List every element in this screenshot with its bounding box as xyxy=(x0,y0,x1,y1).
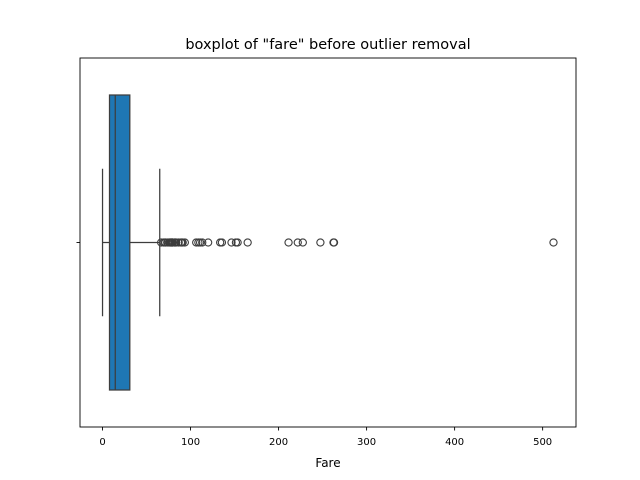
outlier-point xyxy=(217,238,227,247)
outlier-point xyxy=(227,238,236,247)
outlier-point xyxy=(192,238,201,247)
x-tick-label: 500 xyxy=(533,437,552,448)
outlier-point xyxy=(195,238,205,247)
x-axis-label: Fare xyxy=(315,456,340,470)
x-tick-label: 100 xyxy=(181,437,200,448)
outlier-point xyxy=(204,238,213,247)
outlier-point xyxy=(178,238,187,247)
outlier-point xyxy=(298,238,307,247)
outlier-point xyxy=(180,238,189,247)
chart-title: boxplot of "fare" before outlier removal xyxy=(185,37,470,53)
outlier-point xyxy=(293,238,302,247)
outlier-point xyxy=(198,238,207,247)
x-tick-label: 300 xyxy=(357,437,376,448)
outlier-point xyxy=(174,238,183,247)
x-tick-label: 200 xyxy=(269,437,288,448)
outlier-point xyxy=(329,238,339,247)
outlier-point xyxy=(243,238,252,247)
outlier-point xyxy=(549,238,558,247)
x-tick-label: 0 xyxy=(99,437,105,448)
x-axis-ticks: 0 100 200 300 400 500 xyxy=(99,427,552,448)
x-tick-label: 400 xyxy=(445,437,464,448)
outlier-point xyxy=(284,238,293,247)
plot-marks xyxy=(101,94,558,391)
outlier-point xyxy=(233,238,242,247)
box-iqr xyxy=(108,94,131,391)
outlier-point xyxy=(316,238,325,247)
